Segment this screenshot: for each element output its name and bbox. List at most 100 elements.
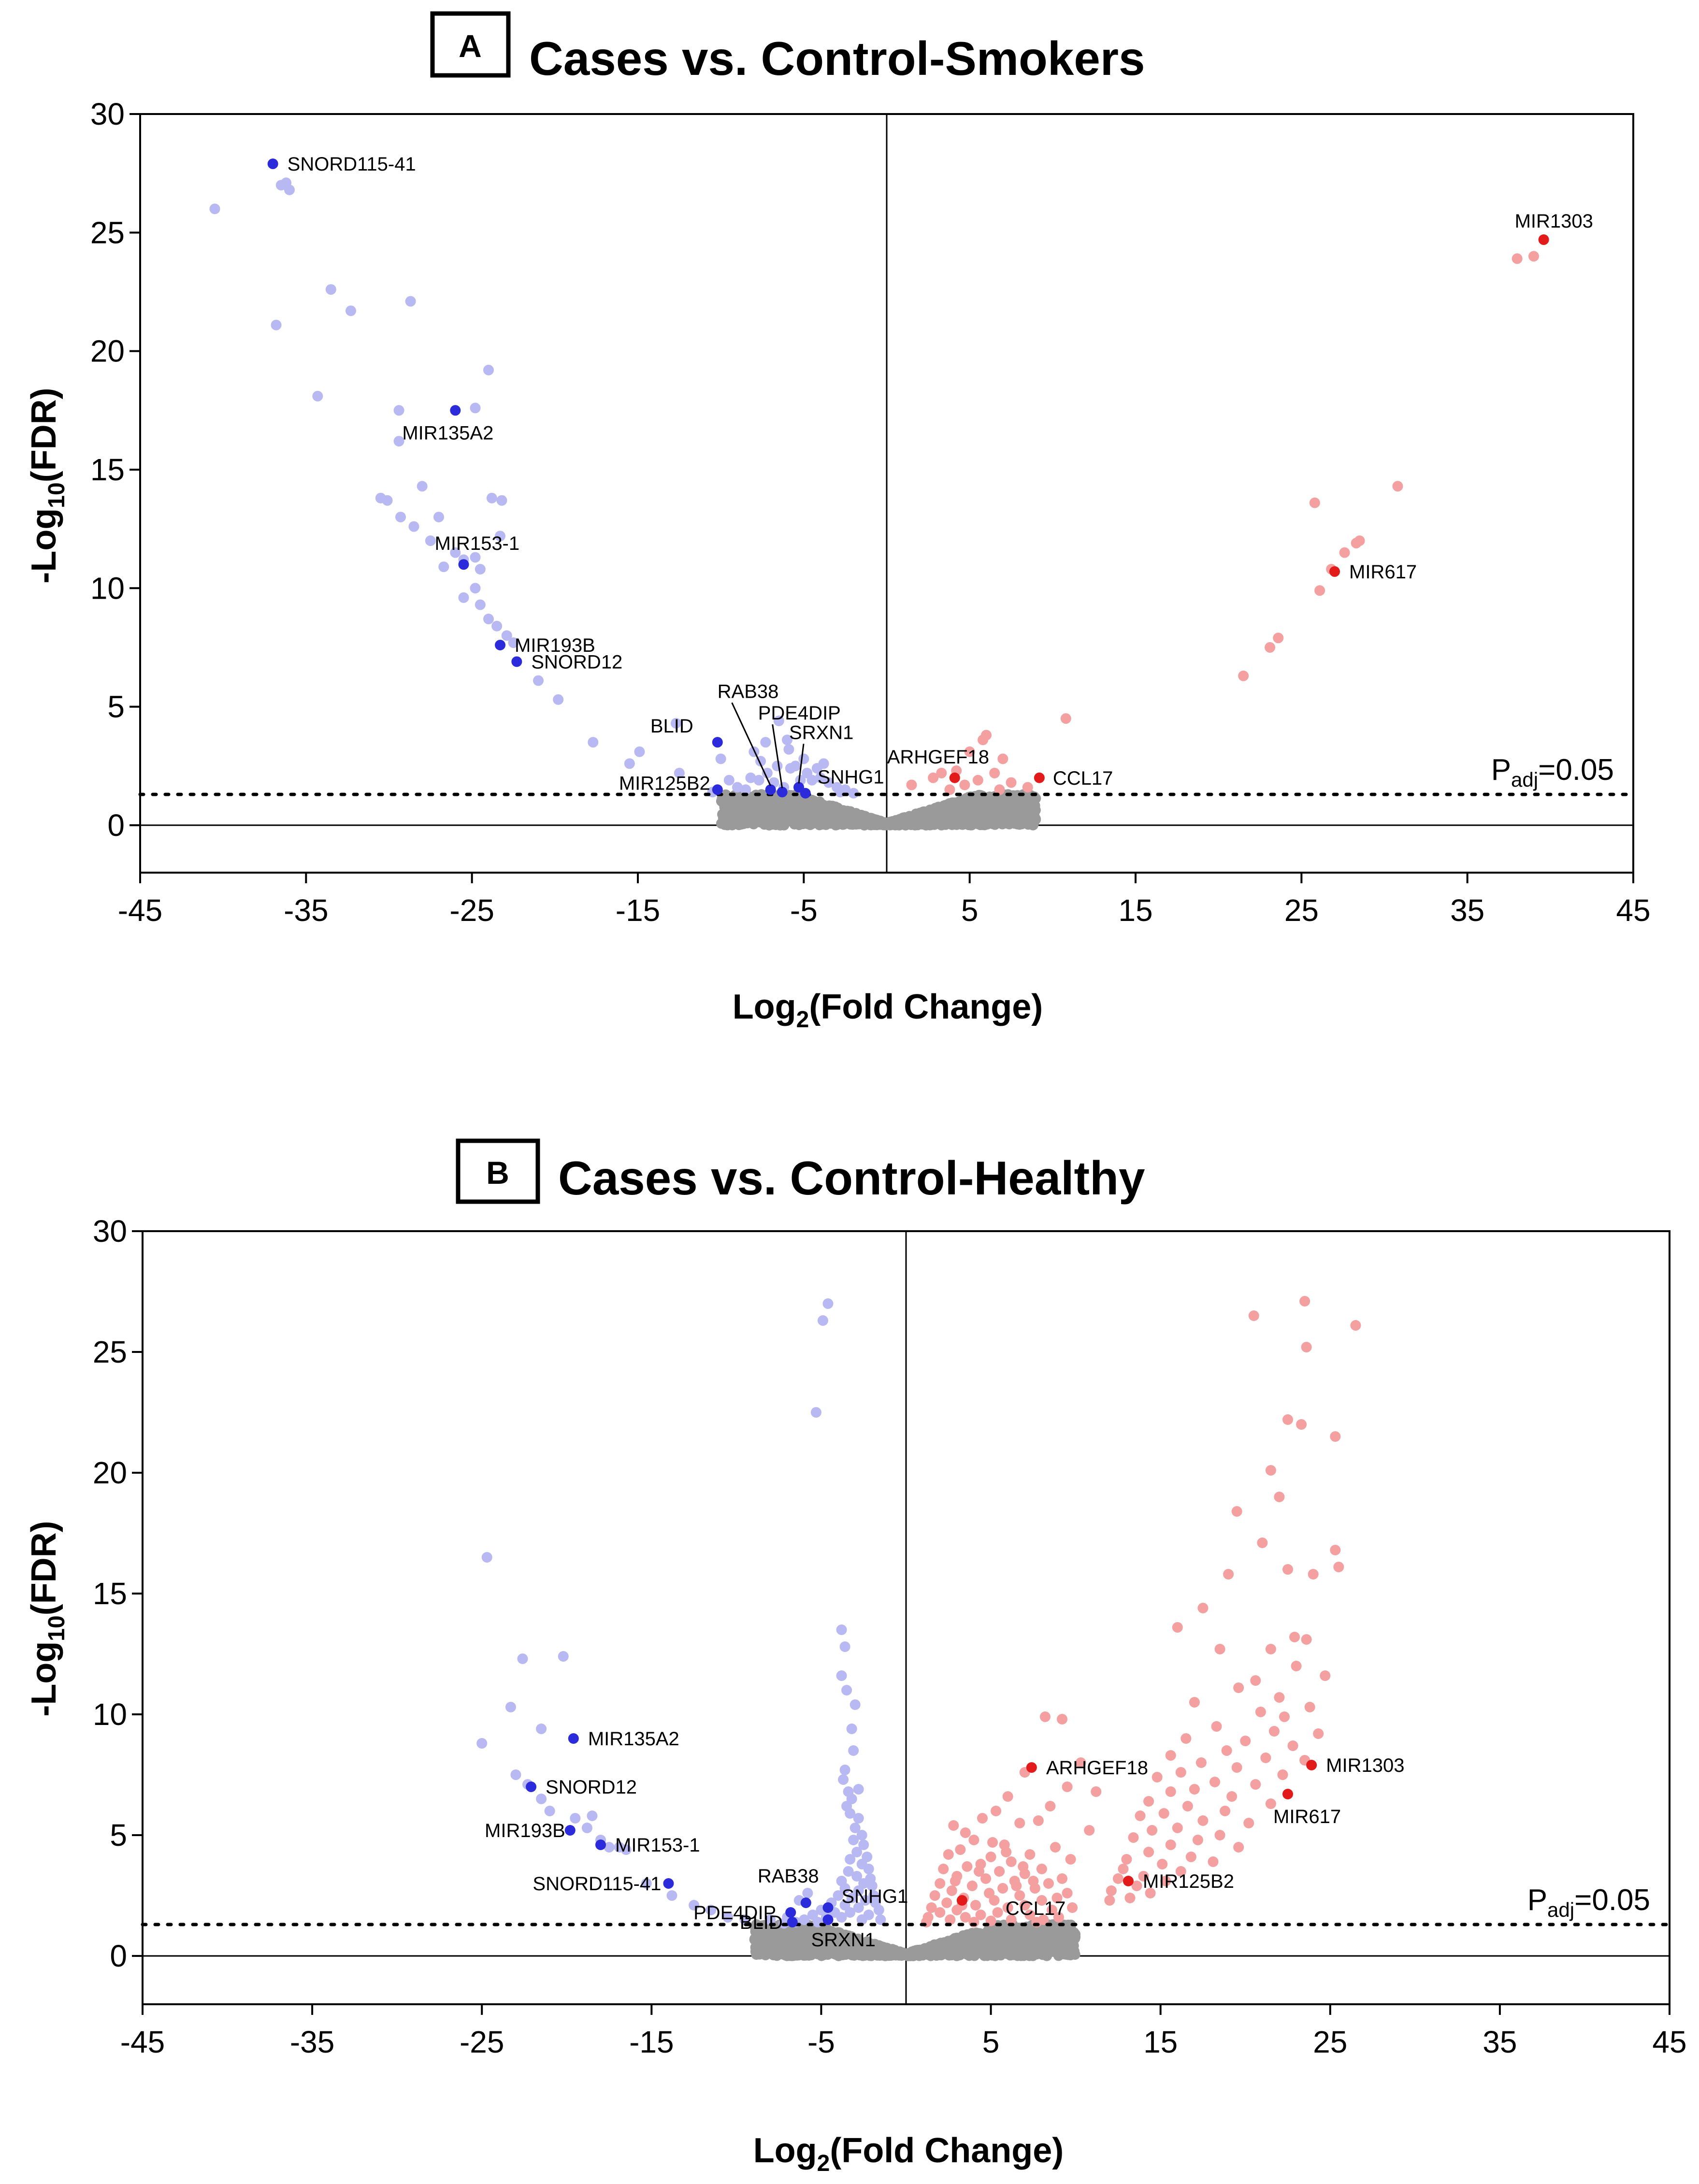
y-tick-label: 10 <box>90 571 125 605</box>
data-point-down <box>802 767 813 778</box>
data-point-down <box>853 1813 864 1824</box>
data-point-up <box>1197 1815 1209 1826</box>
data-point-up <box>1011 1881 1022 1891</box>
threshold-label: Padj=0.05 <box>1527 1883 1650 1921</box>
data-point-up <box>964 746 975 757</box>
data-point-up <box>926 1902 937 1913</box>
data-point-up <box>1001 1847 1012 1857</box>
gene-label: BLID <box>740 1912 783 1933</box>
upregulated-points <box>921 1296 1361 1927</box>
data-point-up <box>975 1910 986 1920</box>
data-point-down <box>438 561 449 573</box>
data-point-up <box>1274 1492 1285 1502</box>
data-point-ns <box>849 1950 860 1961</box>
data-point-up <box>1065 1854 1076 1865</box>
data-point-up <box>1248 1310 1259 1321</box>
data-point-down <box>850 1699 861 1710</box>
y-tick-label: 5 <box>110 1818 127 1853</box>
y-tick-label: 20 <box>93 1455 127 1490</box>
data-point-down <box>706 1905 717 1915</box>
data-point-down <box>405 296 416 307</box>
data-point-down <box>790 761 801 772</box>
data-point-ns <box>946 1948 957 1959</box>
data-point-up <box>1172 1622 1183 1633</box>
data-point-ns <box>967 798 978 809</box>
data-point-up <box>1138 1871 1149 1882</box>
data-point-up <box>1002 1791 1013 1802</box>
data-point-up <box>1209 1777 1221 1787</box>
data-point-up <box>1002 1902 1013 1913</box>
x-tick-label: -25 <box>460 2025 504 2059</box>
non-significant-points <box>749 1919 1081 1961</box>
data-point-up <box>943 1849 954 1860</box>
data-point-ns <box>751 1919 762 1930</box>
data-point-up <box>946 1885 957 1896</box>
data-point-up <box>1121 1854 1132 1865</box>
data-point-down <box>798 753 809 764</box>
x-tick-label: 25 <box>1284 893 1319 928</box>
data-point-ns <box>993 795 1004 806</box>
data-point-down <box>475 564 486 575</box>
gene-label: BLID <box>650 716 693 737</box>
data-point-up <box>1320 1670 1331 1681</box>
highlight-point <box>595 1839 606 1850</box>
data-point-down <box>783 744 794 755</box>
data-point-down <box>620 1844 632 1855</box>
data-point-down <box>851 1871 863 1882</box>
data-point-down <box>836 1912 847 1923</box>
gene-label: SNORD115-41 <box>533 1873 661 1895</box>
panel-letter-box <box>456 1138 540 1204</box>
y-tick-label: 30 <box>90 97 125 131</box>
data-point-down <box>570 1813 581 1824</box>
data-point-down <box>853 1885 864 1896</box>
data-point-ns <box>787 1941 798 1952</box>
gene-label: ARHGEF18 <box>1046 1757 1148 1779</box>
data-point-up <box>928 772 939 783</box>
data-point-ns <box>725 812 736 823</box>
data-point-up <box>1211 1721 1222 1732</box>
data-point-up <box>1330 1545 1341 1555</box>
data-point-up <box>1045 1801 1056 1811</box>
data-point-down <box>853 1902 864 1913</box>
data-point-up <box>935 1878 946 1889</box>
data-point-down <box>544 1806 555 1816</box>
data-point-up <box>1197 1603 1209 1613</box>
data-point-up <box>1036 1864 1047 1874</box>
gene-label: MIR153-1 <box>615 1835 700 1856</box>
data-point-ns <box>949 797 960 808</box>
gene-label: MIR135A2 <box>588 1728 679 1750</box>
data-point-ns <box>916 808 927 819</box>
gene-label: MIR617 <box>1273 1806 1341 1827</box>
gene-label: MIR135A2 <box>402 422 493 444</box>
data-point-down <box>723 775 734 786</box>
data-point-up <box>1304 1702 1315 1712</box>
data-point-up <box>1124 1893 1136 1903</box>
data-point-up <box>1208 1856 1219 1867</box>
data-point-ns <box>1048 1921 1059 1932</box>
data-point-up <box>1255 1707 1266 1717</box>
data-point-up <box>1282 1414 1293 1425</box>
data-point-down <box>670 718 681 729</box>
data-point-up <box>1152 1772 1163 1782</box>
panel-letter: A <box>459 28 482 64</box>
data-point-ns <box>767 809 778 820</box>
highlight-point <box>1329 566 1340 577</box>
data-point-up <box>1143 1796 1154 1807</box>
data-point-up <box>962 1861 973 1872</box>
label-leader-line <box>772 724 783 789</box>
data-point-down <box>475 599 486 610</box>
x-axis-label: Log2(Fold Change) <box>753 2131 1064 2176</box>
chart-title: Cases vs. Control-Healthy <box>558 1151 1145 1205</box>
data-point-up <box>1313 1728 1324 1739</box>
data-point-ns <box>855 810 866 821</box>
data-point-down <box>393 405 404 416</box>
x-axis-label: Log2(Fold Change) <box>733 988 1043 1033</box>
data-point-up <box>1075 1757 1086 1768</box>
data-point-down <box>839 1641 850 1652</box>
data-point-ns <box>839 816 850 827</box>
data-point-up <box>1024 1849 1036 1860</box>
data-point-up <box>1131 1881 1142 1891</box>
gene-label: SRXN1 <box>789 722 853 743</box>
data-point-down <box>810 1407 821 1418</box>
